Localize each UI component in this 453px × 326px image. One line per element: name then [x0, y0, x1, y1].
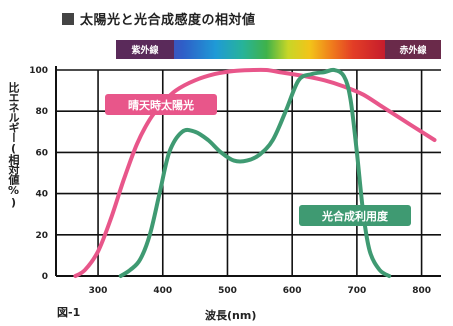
photosynthesis-label-text: 光合成利用度	[321, 209, 389, 223]
y-axis-label: 比エネルギー(相対値%)	[7, 82, 20, 208]
ir-band	[385, 40, 441, 59]
title-text: 太陽光と光合成感度の相対値	[80, 13, 256, 28]
ir-band-label: 赤外線	[399, 44, 426, 56]
y-tick-label-40: 40	[35, 190, 48, 200]
x-tick-label-800: 800	[412, 286, 431, 296]
sunlight-label-box	[105, 94, 217, 115]
y-tick-label-20: 20	[35, 231, 48, 241]
uv-band	[116, 40, 174, 59]
title-square-icon	[62, 12, 74, 25]
tick-labels: 0 20 40 60 80 100 300 400 500 600 700 800	[29, 66, 431, 296]
visible-spectrum-band	[116, 40, 385, 59]
x-tick-label-600: 600	[283, 286, 302, 296]
series-lines	[73, 67, 437, 278]
chart-title: 太陽光と光合成感度の相対値	[62, 9, 256, 28]
y-tick-label-100: 100	[29, 66, 48, 76]
x-tick-label-500: 500	[218, 286, 237, 296]
uv-band-label: 紫外線	[131, 44, 158, 56]
x-tick-label-300: 300	[89, 286, 108, 296]
y-tick-label-0: 0	[42, 272, 48, 282]
figure-label: 図-1	[57, 306, 81, 319]
photosynthesis-label-box	[299, 205, 411, 226]
sunlight-curve	[73, 67, 437, 278]
x-tick-label-700: 700	[347, 286, 366, 296]
x-tick-label-400: 400	[153, 286, 172, 296]
sunlight-label-text: 晴天時太陽光	[128, 98, 194, 112]
y-tick-label-60: 60	[35, 148, 48, 158]
x-axis-label: 波長(nm)	[205, 309, 257, 322]
photosynthesis-curve	[118, 67, 392, 278]
y-tick-label-80: 80	[35, 107, 48, 117]
